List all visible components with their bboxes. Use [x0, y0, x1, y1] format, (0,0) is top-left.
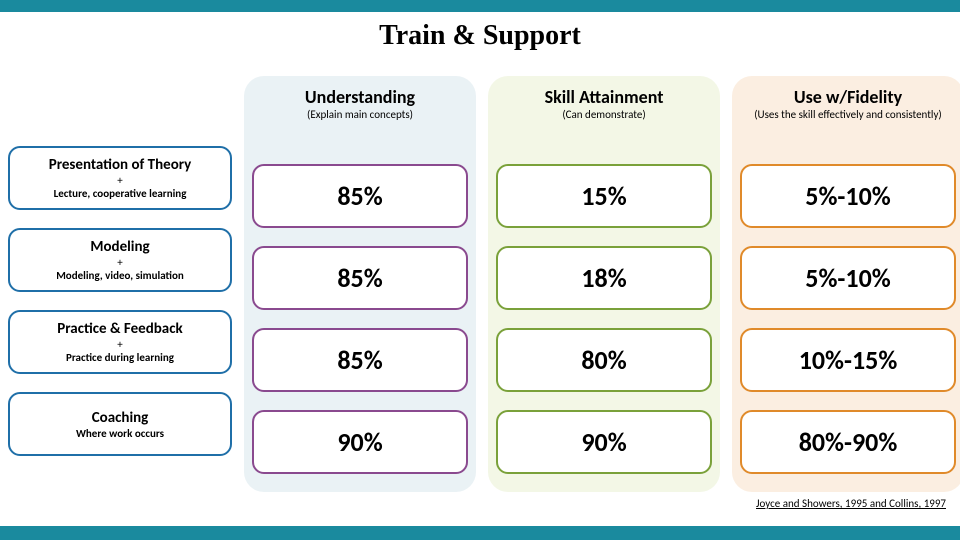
row-plus: +	[14, 338, 226, 351]
column-subtitle: (Can demonstrate)	[496, 108, 712, 121]
row-labels-column: Presentation of Theory + Lecture, cooper…	[8, 76, 232, 492]
column-header: Understanding (Explain main concepts)	[252, 86, 468, 146]
row-title: Practice & Feedback	[14, 320, 226, 338]
value-cell: 5%-10%	[740, 246, 956, 310]
row-plus: +	[14, 174, 226, 187]
citation-text: Joyce and Showers, 1995 and Collins, 199…	[756, 497, 946, 510]
value-cell: 10%-15%	[740, 328, 956, 392]
value-cell: 90%	[252, 410, 468, 474]
value-cell: 80%-90%	[740, 410, 956, 474]
value-cell: 5%-10%	[740, 164, 956, 228]
slide-frame: Train & Support Presentation of Theory +…	[0, 0, 960, 540]
row-detail: Lecture, cooperative learning	[14, 187, 226, 200]
column-subtitle: (Explain main concepts)	[252, 108, 468, 121]
column-title: Skill Attainment	[496, 86, 712, 108]
value-cell: 90%	[496, 410, 712, 474]
row-plus: +	[14, 256, 226, 269]
column-skill-attainment: Skill Attainment (Can demonstrate) 15% 1…	[488, 76, 720, 492]
column-title: Understanding	[252, 86, 468, 108]
value-cell: 80%	[496, 328, 712, 392]
value-cell: 18%	[496, 246, 712, 310]
row-label: Presentation of Theory + Lecture, cooper…	[8, 146, 232, 210]
top-accent-bar	[0, 0, 960, 12]
column-understanding: Understanding (Explain main concepts) 85…	[244, 76, 476, 492]
row-detail: Practice during learning	[14, 351, 226, 364]
bottom-accent-bar	[0, 526, 960, 540]
column-use-fidelity: Use w/Fidelity (Uses the skill effective…	[732, 76, 960, 492]
row-label: Practice & Feedback + Practice during le…	[8, 310, 232, 374]
value-cell: 15%	[496, 164, 712, 228]
column-header: Use w/Fidelity (Uses the skill effective…	[740, 86, 956, 146]
slide-title: Train & Support	[0, 20, 960, 52]
training-matrix: Presentation of Theory + Lecture, cooper…	[0, 76, 960, 492]
column-title: Use w/Fidelity	[740, 86, 956, 108]
value-cell: 85%	[252, 246, 468, 310]
value-cell: 85%	[252, 328, 468, 392]
row-title: Modeling	[14, 238, 226, 256]
row-label: Coaching Where work occurs	[8, 392, 232, 456]
row-detail: Where work occurs	[14, 427, 226, 440]
row-title: Coaching	[14, 409, 226, 427]
value-cell: 85%	[252, 164, 468, 228]
column-header: Skill Attainment (Can demonstrate)	[496, 86, 712, 146]
row-title: Presentation of Theory	[14, 156, 226, 174]
row-label: Modeling + Modeling, video, simulation	[8, 228, 232, 292]
row-detail: Modeling, video, simulation	[14, 269, 226, 282]
column-subtitle: (Uses the skill effectively and consiste…	[740, 108, 956, 121]
